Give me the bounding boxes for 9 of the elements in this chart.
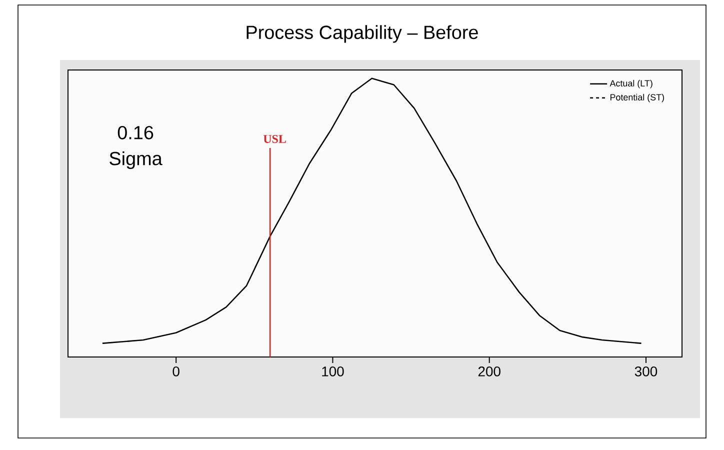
x-tick-label: 0: [172, 366, 180, 376]
legend-label: Potential (ST): [610, 94, 664, 102]
x-tick-label: 100: [322, 366, 344, 376]
annotation: 0.16 Sigma: [110, 126, 162, 169]
x-tick-label: 200: [478, 366, 500, 376]
x-tick-label: 300: [634, 366, 658, 376]
ref-line-label: USL: [263, 134, 286, 144]
legend-label: Actual (LT): [610, 80, 652, 88]
chart-title: Process Capability – Before: [246, 25, 478, 43]
